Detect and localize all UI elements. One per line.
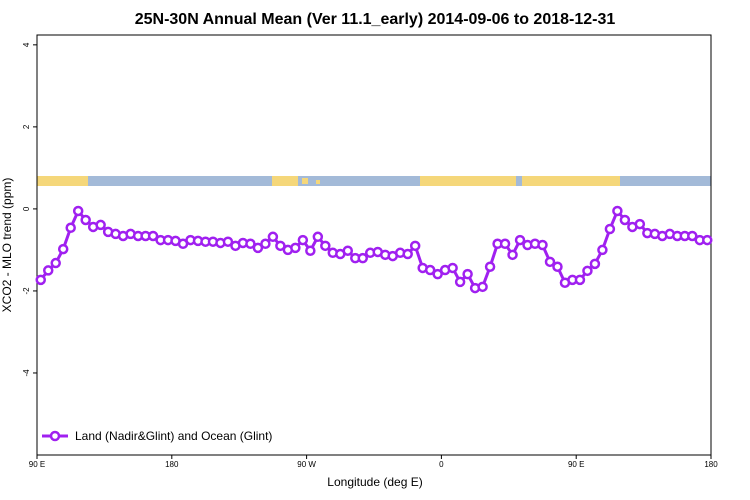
y-tick-label: 4 xyxy=(22,42,31,47)
data-point xyxy=(252,242,264,254)
x-tick-label: 90 E xyxy=(29,460,45,469)
data-point xyxy=(290,242,301,254)
data-point xyxy=(514,234,526,246)
y-tick-label: 0 xyxy=(22,206,31,211)
x-tick-label: 90 E xyxy=(568,460,584,469)
data-point xyxy=(499,238,511,250)
data-point xyxy=(537,239,548,251)
legend-label: Land (Nadir&Glint) and Ocean (Glint) xyxy=(75,429,272,443)
data-point xyxy=(462,268,473,280)
data-point xyxy=(35,274,46,286)
y-tick-label: -4 xyxy=(22,369,31,377)
data-point xyxy=(702,234,713,246)
data-point xyxy=(275,240,286,252)
y-tick-label: 2 xyxy=(22,124,31,129)
data-point xyxy=(72,205,84,217)
data-point xyxy=(574,274,586,286)
data-point xyxy=(402,248,413,260)
data-point xyxy=(80,214,91,226)
data-point xyxy=(147,230,159,242)
x-tick-label: 0 xyxy=(439,460,444,469)
data-point xyxy=(312,231,324,243)
data-point xyxy=(65,222,76,234)
data-point xyxy=(544,256,556,268)
data-point xyxy=(409,240,421,252)
chart-title: 25N-30N Annual Mean (Ver 11.1_early) 201… xyxy=(135,11,616,28)
data-point xyxy=(320,240,331,252)
data-point xyxy=(634,218,646,230)
y-tick-label: -2 xyxy=(22,287,31,295)
data-point xyxy=(245,238,256,250)
x-axis-label: Longitude (deg E) xyxy=(327,475,422,489)
x-tick-label: 180 xyxy=(165,460,179,469)
data-point xyxy=(297,234,309,246)
data-point xyxy=(582,265,593,277)
x-tick-label: 90 W xyxy=(297,460,316,469)
data-point xyxy=(612,205,623,217)
data-point xyxy=(477,281,488,293)
y-axis-label: XCO2 - MLO trend (ppm) xyxy=(0,178,14,313)
data-point xyxy=(597,244,608,256)
data-point xyxy=(484,261,496,272)
data-point xyxy=(42,265,54,276)
data-point xyxy=(424,264,436,276)
data-point xyxy=(260,238,271,250)
data-point xyxy=(305,245,316,256)
data-point xyxy=(50,257,61,269)
land-ocean-band xyxy=(37,176,711,186)
x-tick-label: 180 xyxy=(704,460,718,469)
data-point xyxy=(619,214,631,226)
data-point xyxy=(687,230,698,242)
data-point xyxy=(604,223,616,235)
legend-marker xyxy=(49,430,61,442)
data-point xyxy=(342,245,354,256)
data-point xyxy=(589,258,601,270)
data-point xyxy=(447,262,458,274)
data-point xyxy=(357,252,369,264)
data-point xyxy=(552,261,563,272)
data-point xyxy=(507,249,518,261)
data-point xyxy=(267,231,279,243)
legend: Land (Nadir&Glint) and Ocean (Glint) xyxy=(42,429,272,443)
data-point xyxy=(222,236,234,247)
data-point xyxy=(432,268,443,280)
data-point xyxy=(95,219,106,231)
data-point xyxy=(57,243,69,255)
data-point xyxy=(454,276,466,288)
plot-frame xyxy=(36,34,712,456)
